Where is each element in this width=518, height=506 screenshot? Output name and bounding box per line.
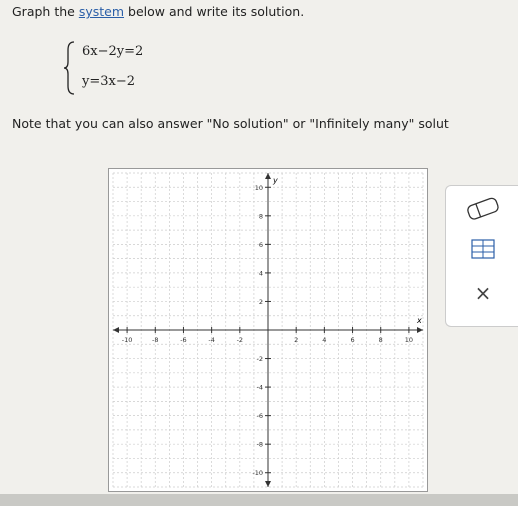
- y-tick-label: -4: [257, 384, 263, 392]
- x-axis-label: x: [416, 316, 422, 325]
- equation: 6x−2y=2: [82, 44, 144, 59]
- system-link[interactable]: system: [78, 4, 125, 19]
- equation-system: 6x−2y=2 y=3x−2: [62, 38, 202, 98]
- y-tick-label: 8: [259, 212, 263, 220]
- bottom-bar: [0, 494, 518, 506]
- brace: [63, 41, 75, 95]
- graph-panel[interactable]: x y -10 -8 -6 -4 -2 2 4 6 8 10 10 8 6 4 2 -2 -4 -6 -8 -10: [108, 168, 428, 492]
- x-tick-label: -6: [180, 336, 186, 344]
- y-tick-label: -8: [257, 441, 263, 449]
- tool-panel: ×: [445, 185, 518, 327]
- equation: y=3x−2: [82, 74, 136, 89]
- x-tick-label: 4: [322, 336, 326, 344]
- table-tool[interactable]: [471, 239, 495, 259]
- x-tick-label: -8: [152, 336, 158, 344]
- prompt-text: below and write its solution.: [128, 4, 305, 19]
- y-tick-label: 4: [259, 269, 263, 277]
- x-tick-label: 10: [405, 336, 413, 344]
- y-tick-label: 2: [259, 298, 263, 306]
- y-tick-label: -10: [252, 469, 263, 477]
- y-tick-label: -6: [257, 412, 263, 420]
- eraser-tool[interactable]: [466, 197, 499, 220]
- coordinate-plane[interactable]: x y -10 -8 -6 -4 -2 2 4 6 8 10 10 8 6 4 2 -2 -4 -6 -8 -10: [109, 169, 427, 491]
- y-axis-label: y: [272, 176, 278, 185]
- tool-icons: ×: [466, 197, 499, 305]
- prompt-text: Graph the: [12, 4, 75, 19]
- y-tick-label: 10: [255, 184, 263, 192]
- y-tick-label: 6: [259, 241, 263, 249]
- x-tick-label: -10: [122, 336, 133, 344]
- y-tick-label: -2: [257, 355, 263, 363]
- x-tick-label: -2: [237, 336, 243, 344]
- note: Note that you can also answer "No soluti…: [12, 116, 449, 131]
- x-tick-label: 6: [350, 336, 354, 344]
- prompt: Graph the system below and write its sol…: [12, 4, 304, 19]
- close-button[interactable]: ×: [475, 281, 492, 305]
- x-tick-label: 8: [379, 336, 383, 344]
- x-tick-label: 2: [294, 336, 298, 344]
- x-tick-label: -4: [208, 336, 214, 344]
